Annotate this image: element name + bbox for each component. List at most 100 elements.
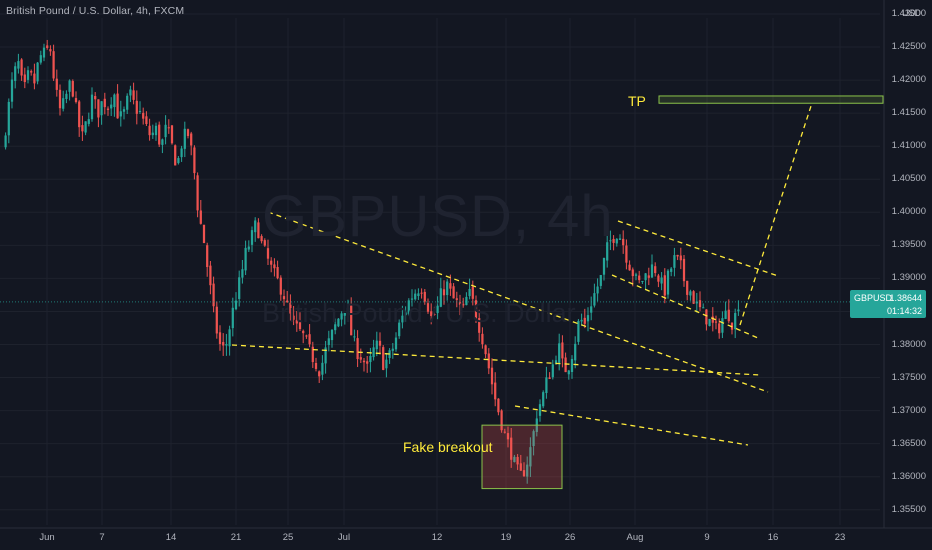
candle-body [122,109,126,112]
candle-body [158,124,161,145]
candle-body [682,258,686,282]
candle-body [87,119,90,124]
current-price-tag: GBPUSD 1.38644 01:14:32 [850,290,926,318]
candle-body [346,307,350,316]
candle-body [596,286,599,294]
candle-body [183,128,186,149]
candle-body [689,291,692,296]
currency-label[interactable]: USD [902,8,922,18]
price-tick-label: 1.39000 [891,272,926,284]
candle-body [577,320,580,342]
candle-body [378,340,382,346]
candle-body [561,342,564,359]
candle-body [154,125,158,136]
time-tick-label: 26 [564,532,576,543]
candle-body [302,330,305,334]
candle-body [231,307,234,329]
candle-body [708,318,711,326]
candle-body [103,98,106,108]
watermark-symbol: GBPUSD, 4h [262,184,614,249]
candle-body [94,96,97,100]
candle-body [516,456,519,465]
candle-body [263,240,266,246]
candle-body [692,291,695,304]
candle-body [23,74,26,83]
candle-body [167,127,170,129]
candle-body [46,45,49,49]
candle-body [574,343,577,361]
candle-body [663,275,666,296]
candle-body [36,62,39,82]
time-tick-label: 12 [431,532,443,543]
candle-body [625,245,628,263]
candle-body [314,362,318,369]
candle-body [542,392,545,407]
price-tick-label: 1.35500 [891,503,926,515]
candle-body [190,133,193,146]
time-tick-label: 14 [165,532,177,543]
candle-body [55,78,58,90]
candle-body [718,323,721,334]
candle-body [311,346,314,363]
candle-body [551,364,554,378]
candle-body [289,302,292,314]
candle-body [129,89,132,96]
candle-body [394,337,398,350]
candle-body [522,470,526,477]
candle-body [599,275,602,286]
candle-body [170,125,174,144]
candle-body [612,238,615,243]
time-tick-label: 25 [282,532,294,543]
candle-body [174,145,177,166]
time-tick-label: 23 [834,532,846,543]
price-tick-label: 1.42000 [891,74,926,86]
price-tick-label: 1.40500 [891,173,926,185]
candle-body [132,90,135,100]
candle-body [570,358,574,372]
candle-body [14,66,17,81]
candle-body [308,334,311,345]
candle-body [97,99,100,118]
candle-body [391,348,394,351]
candle-body [334,324,337,331]
candle-body [372,347,375,358]
candle-body [660,277,663,284]
candle-body [186,129,190,136]
candle-body [442,289,446,296]
fake-breakout-zone [481,424,563,490]
candle-body [586,315,590,322]
candle-body [641,281,644,283]
candle-body [100,101,103,116]
candle-body [410,298,414,300]
candle-body [196,175,199,211]
candle-body [622,238,625,246]
candle-body [615,238,618,244]
price-tick-label: 1.42500 [891,41,926,53]
candle-body [490,367,494,385]
candle-body [695,301,698,304]
candle-body [554,360,558,364]
candle-body [359,357,362,360]
candle-body [145,116,148,125]
candle-body [222,342,225,346]
candle-body [282,296,286,300]
candle-body [420,292,423,294]
candle-body [234,300,238,310]
candle-body [631,269,634,277]
candle-body [212,283,215,307]
candle-body [647,275,650,278]
candle-body [644,273,647,281]
candle-body [548,377,551,379]
candle-body [151,132,154,136]
candle-body [670,268,673,272]
candle-body [238,277,241,299]
candle-body [401,315,404,323]
candle-body [228,329,231,347]
drawings [0,95,884,490]
watermark-description: British Pound / U.S. Dollar [262,298,576,328]
candle-body [676,254,679,257]
candle-body [42,47,46,58]
candle-body [449,283,452,289]
candle-body [433,314,436,316]
